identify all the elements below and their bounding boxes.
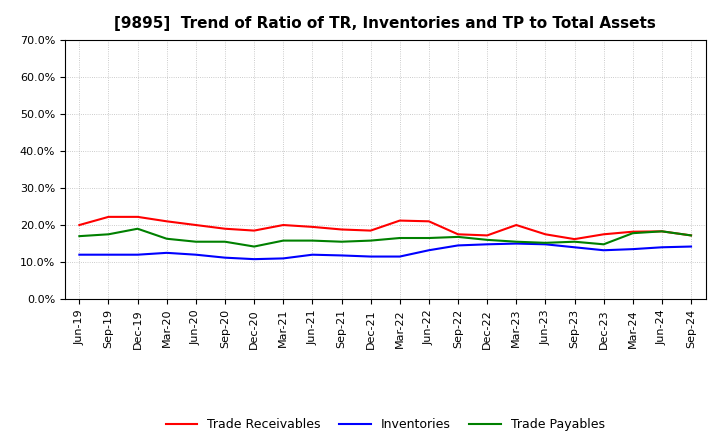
Inventories bbox=[483, 242, 492, 247]
Inventories bbox=[657, 245, 666, 250]
Inventories bbox=[687, 244, 696, 249]
Trade Receivables bbox=[308, 224, 317, 230]
Trade Payables bbox=[366, 238, 375, 243]
Inventories bbox=[279, 256, 287, 261]
Trade Receivables bbox=[163, 219, 171, 224]
Inventories bbox=[395, 254, 404, 259]
Trade Receivables bbox=[133, 214, 142, 220]
Trade Receivables bbox=[687, 233, 696, 238]
Inventories bbox=[250, 257, 258, 262]
Trade Receivables bbox=[512, 222, 521, 227]
Trade Receivables bbox=[629, 229, 637, 235]
Trade Receivables bbox=[483, 233, 492, 238]
Inventories bbox=[454, 243, 462, 248]
Inventories bbox=[512, 241, 521, 246]
Inventories bbox=[629, 246, 637, 252]
Line: Trade Payables: Trade Payables bbox=[79, 229, 691, 246]
Inventories bbox=[163, 250, 171, 256]
Trade Payables bbox=[163, 236, 171, 242]
Trade Payables bbox=[687, 233, 696, 238]
Inventories bbox=[570, 245, 579, 250]
Trade Payables bbox=[454, 234, 462, 239]
Inventories bbox=[366, 254, 375, 259]
Inventories bbox=[192, 252, 200, 257]
Trade Receivables bbox=[395, 218, 404, 223]
Trade Payables bbox=[657, 229, 666, 234]
Trade Receivables bbox=[220, 226, 229, 231]
Trade Receivables bbox=[250, 228, 258, 233]
Trade Payables bbox=[308, 238, 317, 243]
Trade Payables bbox=[395, 235, 404, 241]
Trade Payables bbox=[570, 239, 579, 244]
Trade Payables bbox=[279, 238, 287, 243]
Trade Receivables bbox=[599, 231, 608, 237]
Trade Payables bbox=[192, 239, 200, 244]
Trade Receivables bbox=[541, 231, 550, 237]
Inventories bbox=[337, 253, 346, 258]
Inventories bbox=[75, 252, 84, 257]
Inventories bbox=[425, 248, 433, 253]
Trade Payables bbox=[599, 242, 608, 247]
Inventories bbox=[220, 255, 229, 260]
Legend: Trade Receivables, Inventories, Trade Payables: Trade Receivables, Inventories, Trade Pa… bbox=[161, 413, 610, 436]
Inventories bbox=[104, 252, 113, 257]
Trade Receivables bbox=[75, 222, 84, 227]
Trade Payables bbox=[337, 239, 346, 244]
Trade Payables bbox=[483, 237, 492, 242]
Line: Inventories: Inventories bbox=[79, 244, 691, 259]
Trade Receivables bbox=[104, 214, 113, 220]
Trade Receivables bbox=[279, 222, 287, 227]
Trade Receivables bbox=[570, 236, 579, 242]
Trade Payables bbox=[541, 240, 550, 246]
Inventories bbox=[308, 252, 317, 257]
Trade Receivables bbox=[657, 229, 666, 234]
Trade Receivables bbox=[366, 228, 375, 233]
Trade Payables bbox=[512, 239, 521, 244]
Line: Trade Receivables: Trade Receivables bbox=[79, 217, 691, 239]
Inventories bbox=[541, 242, 550, 247]
Trade Receivables bbox=[425, 219, 433, 224]
Trade Payables bbox=[425, 235, 433, 241]
Trade Payables bbox=[220, 239, 229, 244]
Title: [9895]  Trend of Ratio of TR, Inventories and TP to Total Assets: [9895] Trend of Ratio of TR, Inventories… bbox=[114, 16, 656, 32]
Trade Receivables bbox=[454, 231, 462, 237]
Trade Payables bbox=[133, 226, 142, 231]
Trade Payables bbox=[104, 231, 113, 237]
Inventories bbox=[133, 252, 142, 257]
Trade Payables bbox=[629, 231, 637, 236]
Inventories bbox=[599, 248, 608, 253]
Trade Payables bbox=[75, 234, 84, 239]
Trade Receivables bbox=[337, 227, 346, 232]
Trade Payables bbox=[250, 244, 258, 249]
Trade Receivables bbox=[192, 222, 200, 227]
